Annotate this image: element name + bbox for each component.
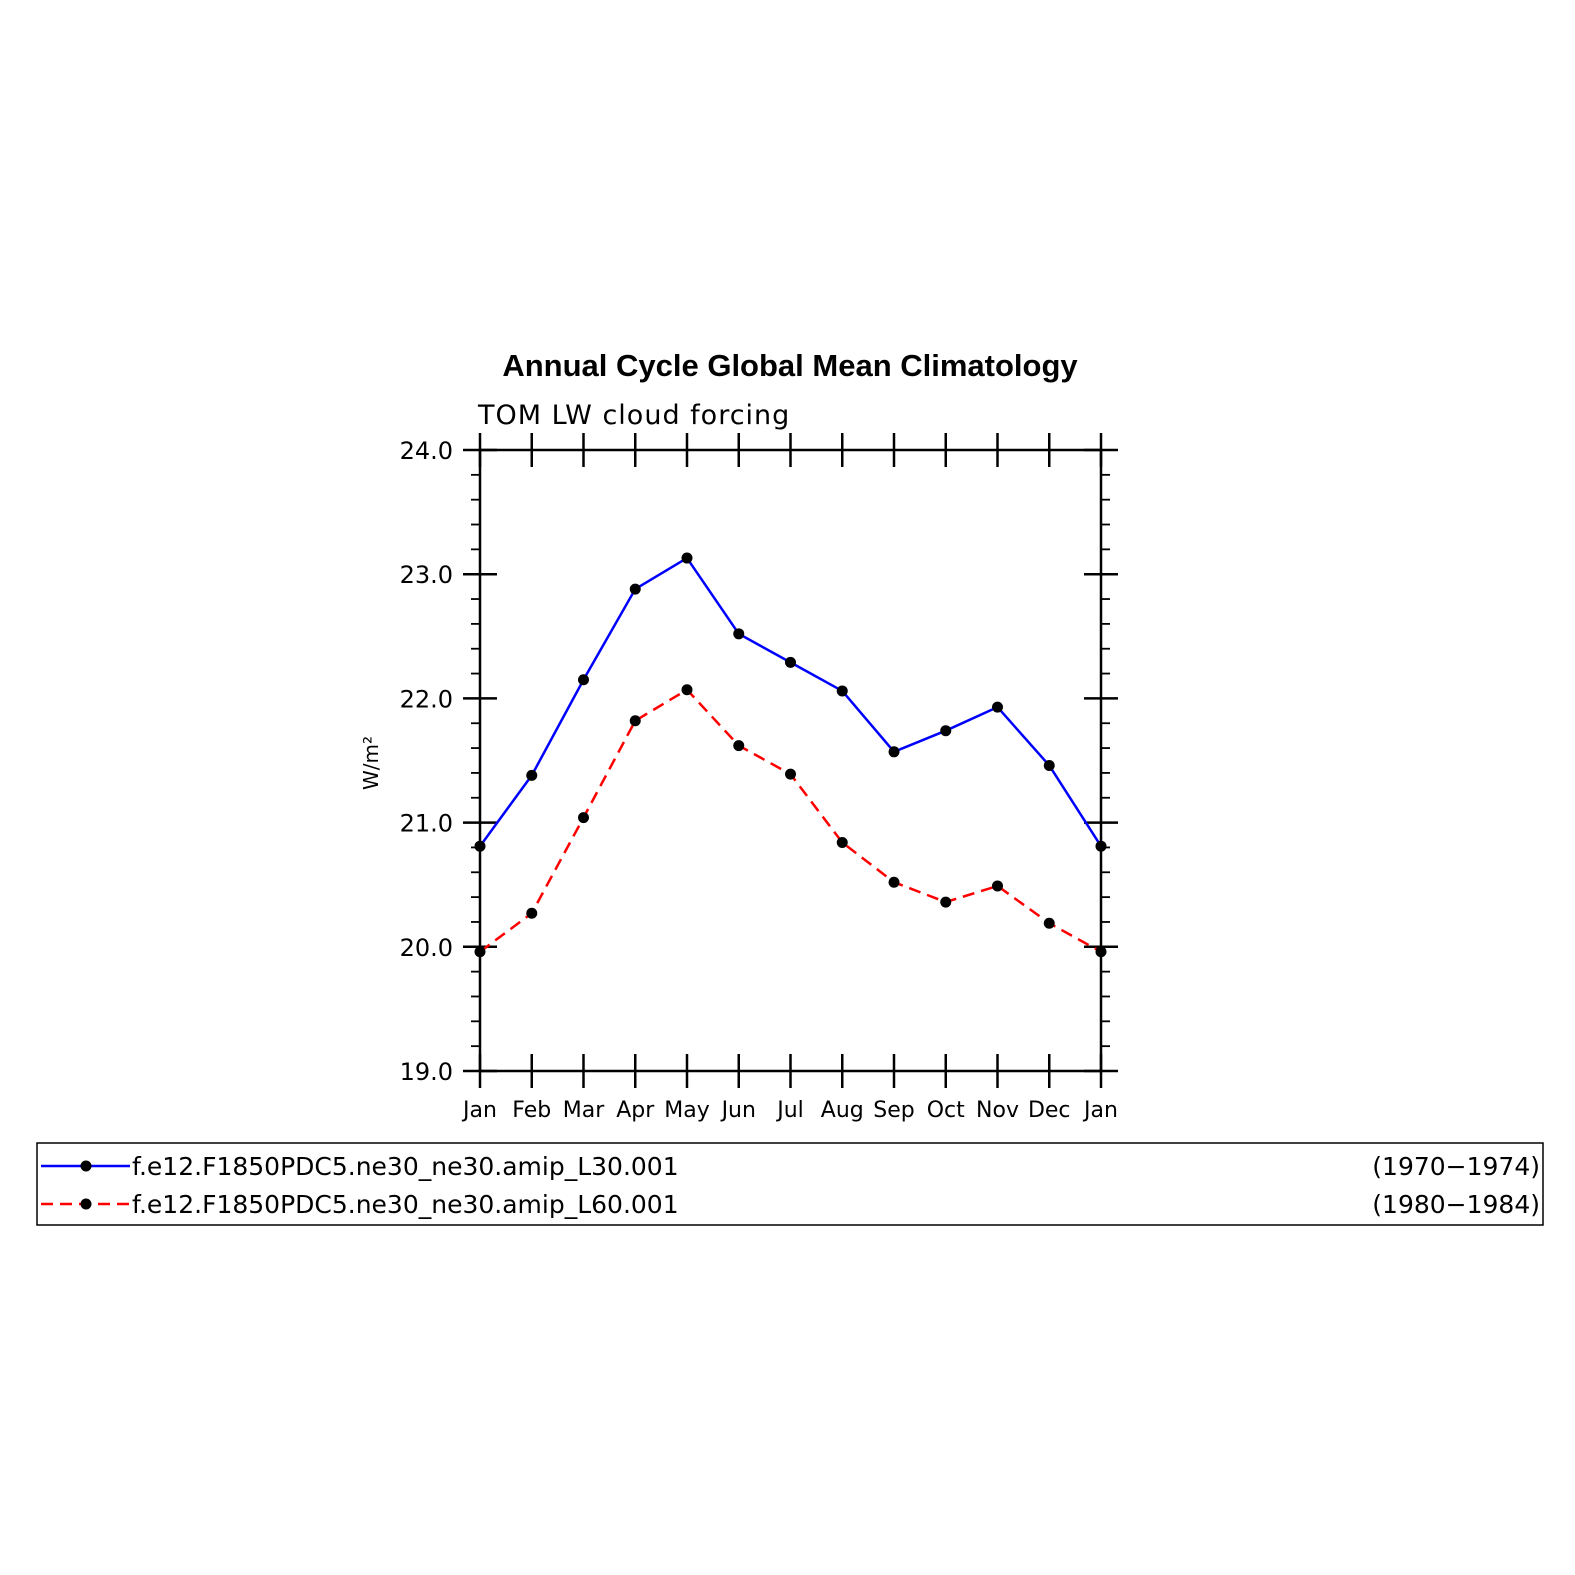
plot-frame <box>478 448 1103 1073</box>
data-point <box>629 583 641 595</box>
data-point <box>992 880 1003 892</box>
chart-subtitle: TOM LW cloud forcing <box>477 400 790 431</box>
series-lines <box>478 556 1103 953</box>
series-line-2 <box>479 688 1102 953</box>
data-point <box>785 656 796 668</box>
data-point <box>681 684 693 696</box>
axis-ticks <box>463 433 1118 1088</box>
data-point <box>474 946 486 958</box>
data-point <box>940 725 952 737</box>
data-point <box>1095 840 1107 852</box>
data-point <box>940 896 952 908</box>
y-axis-label-group: W/m² <box>359 736 383 790</box>
data-point <box>629 715 641 727</box>
x-tick-label: Nov <box>976 1098 1019 1123</box>
x-tick-label: May <box>664 1098 709 1123</box>
x-tick-label: Aug <box>821 1098 864 1123</box>
y-tick-label: 20.0 <box>400 934 453 962</box>
data-point <box>578 812 589 824</box>
data-point <box>681 552 693 564</box>
x-tick-label: Dec <box>1028 1098 1071 1123</box>
legend-marker-2 <box>80 1198 92 1210</box>
data-point <box>474 840 486 852</box>
data-point <box>888 876 900 888</box>
data-point <box>836 685 848 697</box>
legend-label-1: f.e12.F1850PDC5.ne30_ne30.amip_L30.001 <box>132 1152 679 1181</box>
data-point <box>992 701 1003 713</box>
series-markers <box>474 552 1107 958</box>
data-point <box>1043 759 1055 771</box>
data-point <box>836 836 848 848</box>
legend: f.e12.F1850PDC5.ne30_ne30.amip_L30.001 (1… <box>41 1152 1540 1219</box>
y-axis-label: W/m² <box>359 736 383 790</box>
y-tick-label: 22.0 <box>400 685 453 713</box>
x-tick-label: Jan <box>1082 1098 1118 1123</box>
series-line-1 <box>478 556 1103 847</box>
y-tick-label: 23.0 <box>400 561 453 589</box>
data-point <box>578 674 589 686</box>
y-tick-label: 21.0 <box>400 810 453 838</box>
x-tick-label: Jun <box>720 1098 756 1123</box>
legend-period-2: (1980−1984) <box>1372 1190 1540 1219</box>
y-tick-label: 24.0 <box>400 437 453 465</box>
data-point <box>526 769 538 781</box>
data-point <box>526 907 538 919</box>
x-tick-label: Jul <box>775 1098 804 1123</box>
legend-label-2: f.e12.F1850PDC5.ne30_ne30.amip_L60.001 <box>132 1190 679 1219</box>
legend-box <box>36 1142 1544 1226</box>
legend-period-1: (1970−1974) <box>1372 1152 1540 1181</box>
x-tick-label: Jan <box>461 1098 497 1123</box>
data-point <box>785 768 796 780</box>
data-point <box>733 628 745 640</box>
x-tick-label: Feb <box>512 1098 551 1123</box>
x-tick-label: Sep <box>873 1098 914 1123</box>
x-tick-label: Oct <box>927 1098 965 1123</box>
x-tick-labels: Jan Feb Mar Apr May Jun Jul Aug Sep Oct Nov Dec Jan <box>461 1098 1118 1123</box>
x-tick-label: Mar <box>563 1098 605 1123</box>
legend-marker-1 <box>80 1160 92 1172</box>
data-point <box>1095 946 1107 958</box>
y-tick-labels: 19.0 20.0 21.0 22.0 23.0 24.0 <box>400 437 453 1086</box>
y-tick-label: 19.0 <box>400 1058 453 1086</box>
data-point <box>1043 917 1055 929</box>
data-point <box>733 740 745 752</box>
x-tick-label: Apr <box>616 1098 655 1123</box>
data-point <box>888 746 900 758</box>
chart-title: Annual Cycle Global Mean Climatology <box>502 348 1078 383</box>
